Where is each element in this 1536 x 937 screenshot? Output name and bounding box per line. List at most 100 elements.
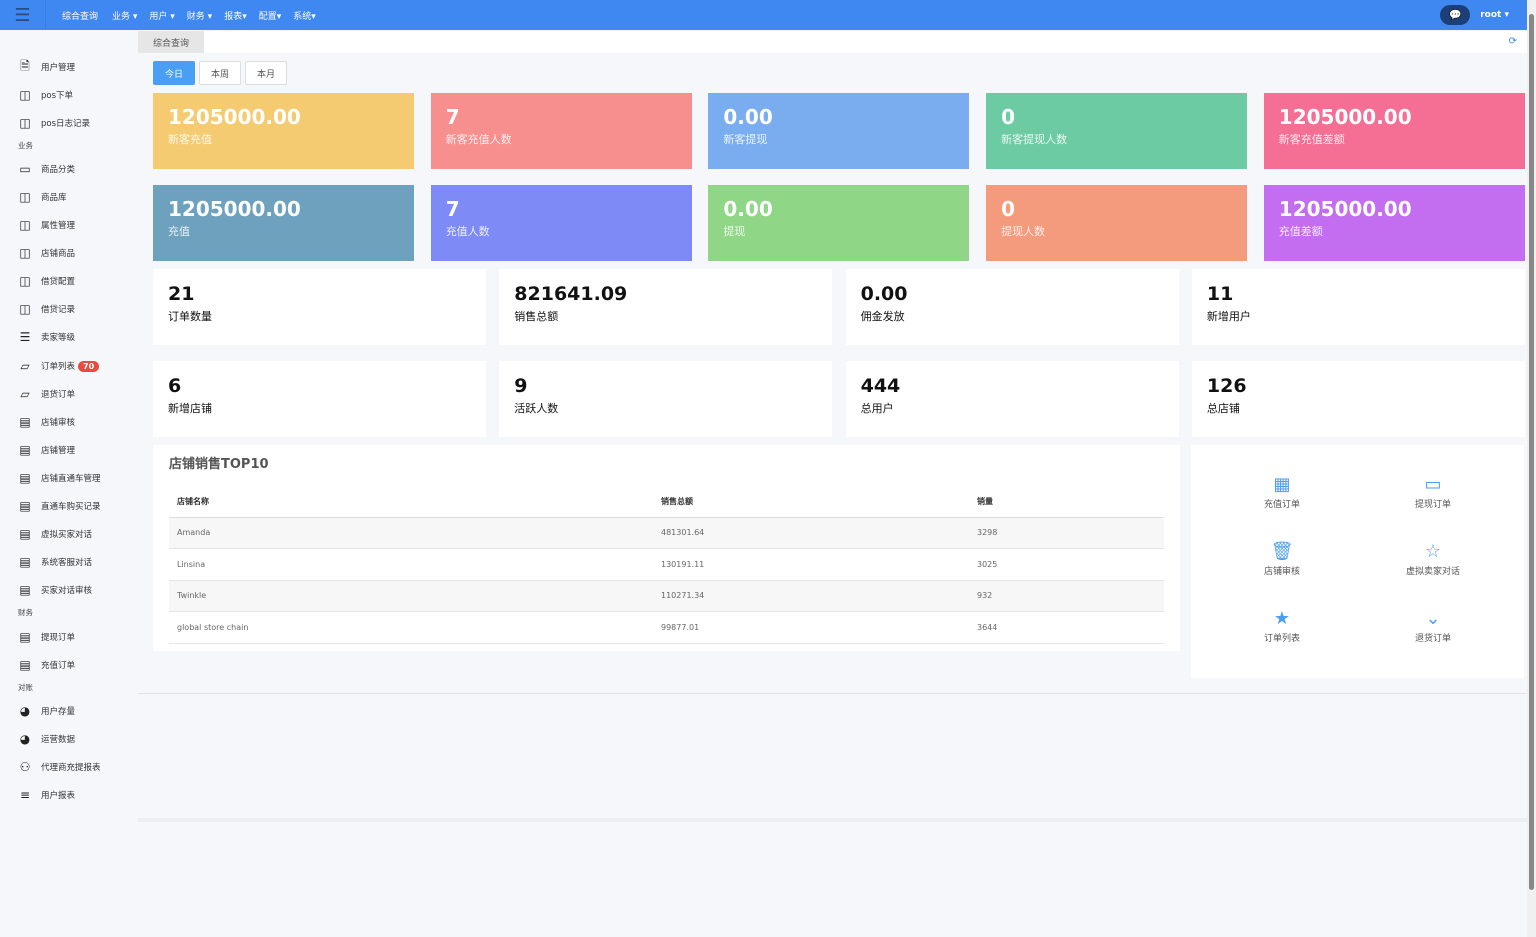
summary-value: 21 [168, 283, 195, 305]
summary-value: 821641.09 [514, 283, 628, 305]
sidebar-item[interactable]: ☰ 卖家等级 [17, 329, 75, 345]
store-name-cell: global store chain [169, 611, 653, 644]
quick-link-5[interactable]: ★ 订单列表 [1222, 607, 1342, 644]
sidebar-item[interactable]: ◫ 借贷配置 [17, 273, 75, 289]
stat-card: 0.00 提现 [708, 185, 970, 261]
summary-card: 821641.09 销售总额 [499, 269, 833, 345]
sidebar-item[interactable]: ◫ 店铺商品 [17, 245, 75, 261]
stat-value: 7 [445, 197, 460, 221]
qrcode-icon: ▦ [1273, 474, 1291, 495]
stat-label: 充值 [168, 225, 190, 238]
count-badge: 70 [78, 360, 100, 372]
sidebar-item[interactable]: ≡ 用户报表 [17, 787, 75, 803]
stat-card: 1205000.00 充值 [153, 185, 414, 261]
table-row[interactable]: global store chain 99877.01 3644 [169, 611, 1164, 644]
nav-item[interactable]: 业务 ▾ [112, 11, 138, 22]
sidebar-item-label: 商品分类 [41, 165, 76, 175]
nav-item[interactable]: 报表▾ [224, 11, 247, 22]
credit-card-icon: ▤ [19, 555, 31, 569]
credit-card-icon: ▤ [19, 443, 31, 457]
sidebar-item[interactable]: ⚇ 代理商充提报表 [17, 759, 101, 775]
credit-card-icon: ▤ [19, 658, 31, 672]
nav-item[interactable]: 用户 ▾ [149, 11, 175, 22]
sidebar-item[interactable]: 🗎 用户管理 [17, 59, 75, 75]
credit-card-icon: ▭ [1424, 474, 1442, 495]
sidebar-item[interactable]: ◫ pos日志记录 [17, 115, 90, 131]
quick-link-2[interactable]: ▭ 提现订单 [1373, 473, 1493, 510]
stat-card: 1205000.00 充值差额 [1263, 185, 1525, 261]
sidebar-item-label: 店铺管理 [41, 446, 76, 456]
table-row[interactable]: Twinkle 110271.34 932 [169, 580, 1164, 612]
quick-link-1[interactable]: ▦ 充值订单 [1222, 473, 1342, 510]
sidebar-item[interactable]: ▤ 店铺直通车管理 [17, 470, 100, 486]
sidebar-item-label: 用户管理 [41, 63, 76, 73]
period-week-button[interactable]: 本周 [199, 61, 241, 85]
sidebar-item[interactable]: ▤ 系统客服对话 [17, 554, 92, 570]
stat-label: 新客提现人数 [1001, 133, 1068, 146]
nav-item[interactable]: 综合查询 [62, 11, 99, 22]
sidebar-item-label: pos下单 [41, 91, 74, 101]
sidebar-item[interactable]: ▤ 店铺管理 [17, 442, 75, 458]
stat-card: 0 新客提现人数 [986, 93, 1248, 169]
store-name-cell: Amanda [169, 517, 653, 549]
summary-value: 0.00 [860, 283, 908, 305]
quick-link-label: 店铺审核 [1263, 567, 1300, 577]
stat-card: 7 充值人数 [430, 185, 692, 261]
sidebar-item[interactable]: ▱ 订单列表 70 [17, 358, 100, 374]
columns-icon: ◫ [19, 302, 31, 316]
sidebar-item[interactable]: ▤ 提现订单 [17, 629, 75, 645]
nav-item[interactable]: 财务 ▾ [186, 11, 213, 22]
sidebar-item-label: 退货订单 [41, 390, 76, 400]
sidebar-item[interactable]: ▤ 买家对话审核 [17, 582, 92, 598]
user-menu[interactable]: root ▾ [1480, 10, 1509, 20]
refresh-icon[interactable]: ⟳ [1508, 36, 1517, 47]
sidebar-item[interactable]: ◕ 用户存量 [17, 703, 75, 719]
sidebar-item[interactable]: ◫ pos下单 [17, 87, 73, 103]
period-today-button[interactable]: 今日 [153, 61, 195, 85]
summary-card: 11 新增用户 [1191, 269, 1525, 345]
stat-card: 1205000.00 新客充值 [153, 93, 414, 169]
stat-value: 1205000.00 [1278, 197, 1412, 221]
hamburger-menu-icon[interactable]: ☰ [0, 0, 46, 30]
sidebar-item[interactable]: ◫ 商品库 [17, 189, 66, 205]
table-row[interactable]: Linsina 130191.11 3025 [169, 548, 1164, 581]
quick-link-4[interactable]: ☆ 虚拟卖家对话 [1373, 540, 1493, 577]
stat-card: 0.00 新客提现 [708, 93, 970, 169]
quick-link-3[interactable]: 🗑 店铺审核 [1222, 540, 1342, 577]
sidebar-item[interactable]: ▭ 商品分类 [17, 161, 75, 177]
sidebar-item[interactable]: ◫ 借贷记录 [17, 301, 75, 317]
quick-link-6[interactable]: ⌄ 退货订单 [1373, 607, 1493, 644]
stat-label: 充值人数 [445, 225, 490, 238]
sidebar-item[interactable]: ▤ 充值订单 [17, 657, 75, 673]
sidebar-item-label: 借贷记录 [41, 305, 76, 315]
stat-value: 0.00 [723, 197, 773, 221]
nav-item[interactable]: 系统▾ [293, 11, 316, 22]
sidebar-item[interactable]: ▱ 退货订单 [17, 386, 75, 402]
period-month-button[interactable]: 本月 [245, 61, 287, 85]
sales-volume-cell: 3644 [969, 611, 1164, 644]
scrollbar[interactable] [1527, 0, 1536, 937]
sidebar-section-label: 对账 [18, 683, 33, 692]
quick-link-label: 充值订单 [1263, 500, 1300, 510]
sidebar-item[interactable]: ▤ 直通车购买记录 [17, 498, 100, 514]
sidebar-item[interactable]: ◕ 运营数据 [17, 731, 75, 747]
sidebar-item[interactable]: ▤ 虚拟买家对话 [17, 526, 92, 542]
sidebar-item-label: 卖家等级 [41, 333, 76, 343]
tablet-icon: ▱ [20, 359, 30, 373]
sidebar-item[interactable]: ▤ 店铺审核 [17, 414, 75, 430]
stat-value: 1205000.00 [168, 197, 301, 221]
stat-label: 新客充值 [168, 133, 212, 146]
columns-icon: ◫ [19, 116, 31, 130]
sales-volume-cell: 3298 [969, 517, 1164, 549]
stat-value: 1205000.00 [168, 105, 301, 129]
nav-item[interactable]: 配置▾ [258, 11, 282, 22]
tab-overview[interactable]: 综合查询 [138, 31, 204, 53]
sidebar-item[interactable]: ◫ 属性管理 [17, 217, 75, 233]
chat-icon[interactable]: 💬 [1440, 5, 1471, 25]
stat-label: 提现 [723, 225, 746, 238]
star-icon: ★ [1273, 608, 1291, 629]
summary-value: 444 [860, 375, 901, 397]
table-row[interactable]: Amanda 481301.64 3298 [169, 517, 1164, 549]
align-left-icon: ≡ [19, 788, 31, 802]
tab-bar: 综合查询 ⟳ [138, 31, 1527, 53]
